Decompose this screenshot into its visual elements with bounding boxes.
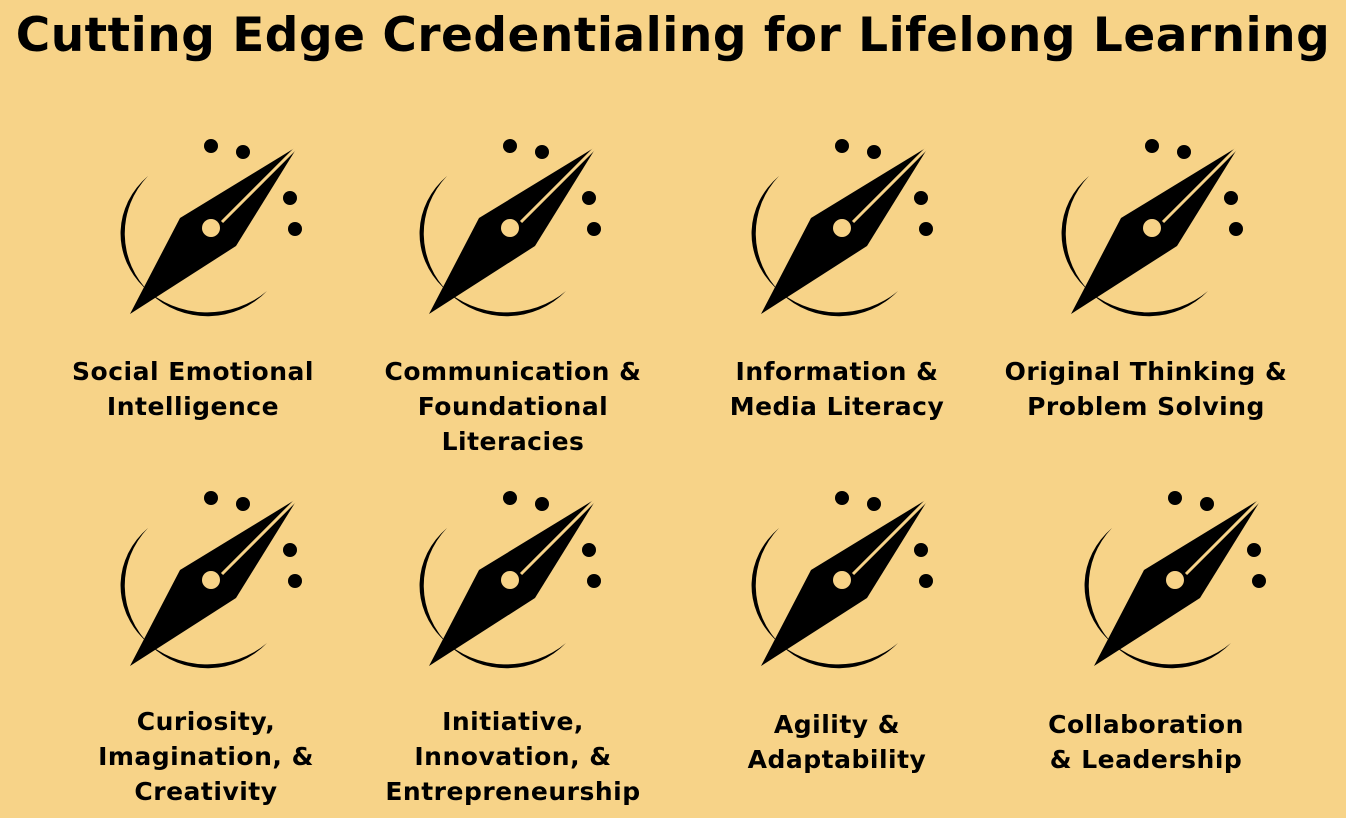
compass-icon: [1053, 136, 1253, 336]
competency-label-communication: Communication & Foundational Literacies: [384, 357, 642, 456]
compass-icon: [743, 136, 943, 336]
compass-icon: [411, 488, 611, 688]
competency-label-original-thinking: Original Thinking & Problem Solving: [1004, 357, 1288, 421]
competency-label-social-emotional: Social Emotional Intelligence: [72, 357, 314, 421]
competency-label-initiative: Initiative, Innovation, & Entrepreneurship: [385, 707, 641, 806]
compass-icon: [112, 488, 312, 688]
page-title: Cutting Edge Credentialing for Lifelong …: [15, 8, 1331, 63]
compass-icon: [743, 488, 943, 688]
competency-label-agility: Agility & Adaptability: [747, 710, 927, 774]
compass-icon: [112, 136, 312, 336]
competency-label-curiosity: Curiosity, Imagination, & Creativity: [98, 707, 314, 806]
compass-icon: [411, 136, 611, 336]
competency-label-collaboration: Collaboration & Leadership: [1048, 710, 1244, 774]
compass-icon: [1076, 488, 1276, 688]
competency-label-information: Information & Media Literacy: [729, 357, 945, 421]
